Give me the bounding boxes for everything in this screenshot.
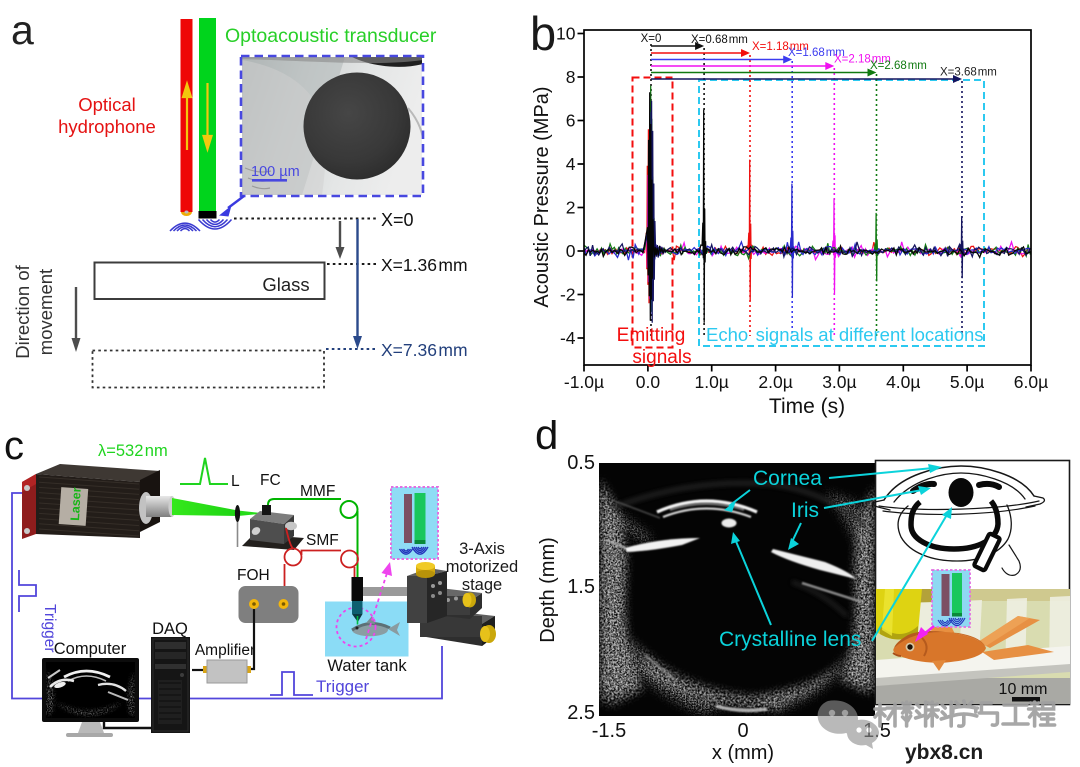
svg-text:stage: stage	[462, 576, 502, 594]
svg-text:2: 2	[566, 198, 576, 218]
svg-text:SMF: SMF	[306, 532, 339, 549]
svg-text:Glass: Glass	[262, 274, 309, 295]
svg-text:FOH: FOH	[237, 567, 270, 584]
svg-text:-1.0µ: -1.0µ	[564, 372, 604, 392]
svg-text:Optical: Optical	[78, 94, 136, 115]
svg-text:hydrophone: hydrophone	[58, 116, 156, 137]
svg-text:4.0µ: 4.0µ	[886, 372, 920, 392]
svg-text:8: 8	[566, 67, 576, 87]
svg-text:DAQ: DAQ	[152, 620, 188, 638]
svg-text:ybx8.cn: ybx8.cn	[905, 741, 983, 764]
svg-text:Optoacoustic transducer: Optoacoustic transducer	[225, 25, 437, 47]
svg-text:Water tank: Water tank	[327, 657, 407, 675]
svg-text:Iris: Iris	[791, 499, 819, 522]
svg-text:Emitting: Emitting	[617, 325, 686, 346]
svg-text:X=3.68 mm: X=3.68 mm	[940, 67, 997, 79]
svg-text:Amplifier: Amplifier	[195, 642, 255, 659]
svg-text:Computer: Computer	[54, 640, 127, 658]
svg-text:FC: FC	[260, 472, 281, 489]
svg-text:3.0µ: 3.0µ	[822, 372, 856, 392]
svg-text:b: b	[530, 7, 556, 60]
svg-text:X=1.68 mm: X=1.68 mm	[788, 47, 845, 59]
svg-text:Crystalline lens: Crystalline lens	[719, 628, 861, 651]
svg-text:Depth (mm): Depth (mm)	[537, 537, 559, 643]
svg-text:Echo signals at different loc: Echo signals at different locations	[706, 324, 984, 345]
svg-text:1.0µ: 1.0µ	[694, 372, 728, 392]
svg-text:a: a	[11, 7, 34, 53]
svg-text:X=2.68 mm: X=2.68 mm	[870, 60, 927, 72]
svg-text:signals: signals	[632, 347, 691, 368]
svg-text:2.5: 2.5	[567, 702, 595, 724]
svg-text:-4: -4	[560, 328, 576, 348]
svg-text:4: 4	[566, 154, 576, 174]
svg-text:MMF: MMF	[300, 483, 335, 500]
svg-text:X=0.68 mm: X=0.68 mm	[691, 34, 748, 46]
svg-text:d: d	[535, 420, 558, 458]
svg-text:c: c	[4, 424, 24, 468]
svg-text:λ=532 nm: λ=532 nm	[98, 442, 168, 460]
svg-text:x (mm): x (mm)	[712, 742, 774, 764]
svg-text:X=1.18 mm: X=1.18 mm	[752, 41, 809, 53]
svg-text:-2: -2	[560, 285, 576, 305]
svg-text:1.5: 1.5	[567, 576, 595, 598]
svg-text:100 µm: 100 µm	[251, 164, 300, 180]
svg-text:Acoustic Pressure (MPa): Acoustic Pressure (MPa)	[531, 86, 553, 307]
svg-text:X=0: X=0	[641, 33, 662, 45]
svg-text:Trigger: Trigger	[316, 677, 370, 696]
svg-text:Time (s): Time (s)	[769, 395, 845, 418]
svg-text:Cornea: Cornea	[753, 467, 822, 490]
svg-text:Trigger: Trigger	[41, 604, 58, 653]
svg-text:X=0: X=0	[381, 210, 414, 230]
svg-text:0: 0	[566, 241, 576, 261]
svg-text:0: 0	[737, 720, 748, 742]
svg-text:movement: movement	[35, 269, 56, 355]
svg-text:Laser: Laser	[68, 487, 84, 521]
svg-text:10 mm: 10 mm	[999, 681, 1048, 698]
svg-text:X=2.18 mm: X=2.18 mm	[834, 54, 891, 66]
svg-text:motorized: motorized	[446, 558, 518, 576]
svg-text:10: 10	[556, 24, 576, 44]
svg-text:-1.5: -1.5	[592, 720, 626, 742]
svg-text:5.0µ: 5.0µ	[950, 372, 984, 392]
svg-text:3-Axis: 3-Axis	[459, 540, 505, 558]
svg-text:X=1.36 mm: X=1.36 mm	[381, 255, 468, 275]
svg-text:0.0: 0.0	[636, 372, 661, 392]
svg-text:6.0µ: 6.0µ	[1014, 372, 1048, 392]
svg-text:X=7.36 mm: X=7.36 mm	[381, 340, 468, 360]
svg-text:L: L	[231, 473, 240, 490]
svg-text:2.0µ: 2.0µ	[758, 372, 792, 392]
svg-text:6: 6	[566, 111, 576, 131]
svg-text:Direction of: Direction of	[12, 264, 33, 358]
svg-text:0.5: 0.5	[567, 452, 595, 474]
